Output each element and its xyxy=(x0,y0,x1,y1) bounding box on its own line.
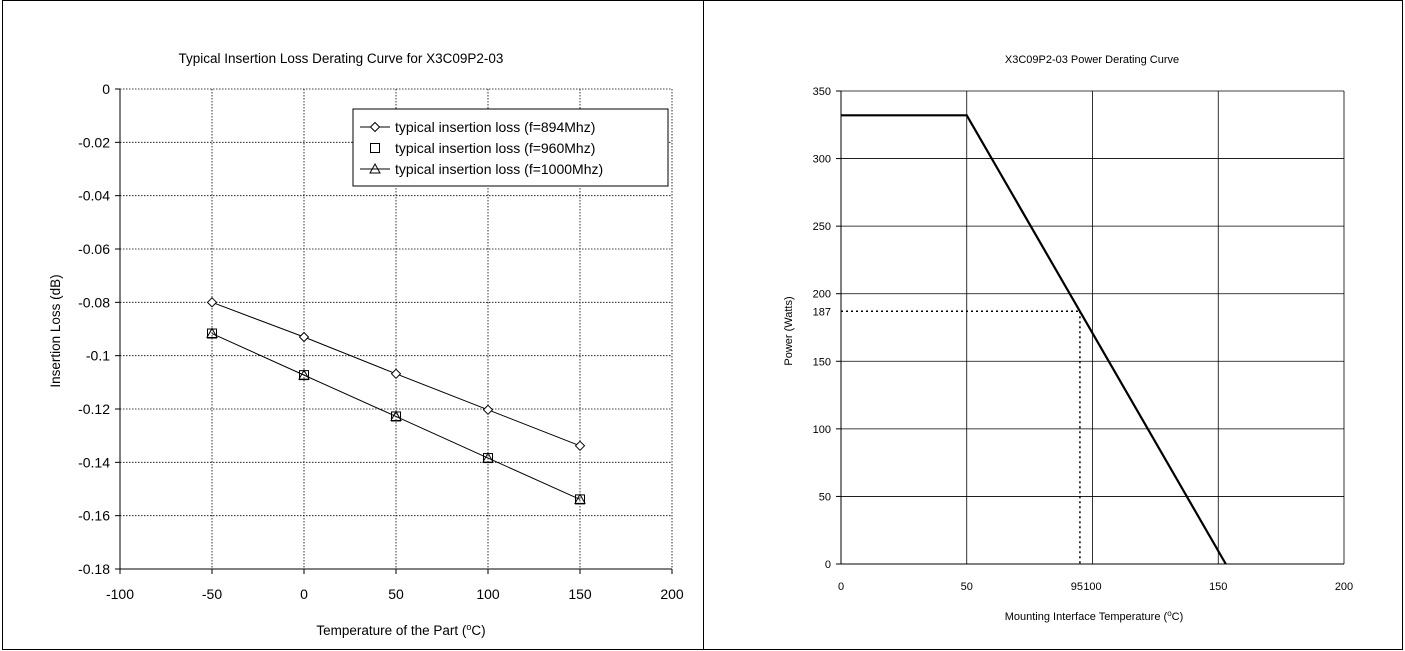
y-tick-label: -0.12 xyxy=(78,401,110,417)
grid xyxy=(841,90,1345,564)
y-tick-label: 0 xyxy=(825,559,831,571)
y-tick-label: -0.18 xyxy=(78,561,110,577)
legend: typical insertion loss (f=894Mhz) typical… xyxy=(352,108,669,187)
x-tick-label: 100 xyxy=(476,586,500,602)
legend-label: typical insertion loss (f=894Mhz) xyxy=(395,119,595,135)
derating-curve xyxy=(841,114,1227,565)
insertion-loss-chart-panel: Typical Insertion Loss Derating Curve fo… xyxy=(2,0,704,650)
y-tick-label: 100 xyxy=(813,424,831,436)
data-point-triangle xyxy=(574,493,586,504)
x-axis-label: Temperature of the Part (oC) xyxy=(316,622,485,638)
y-tick-label: 350 xyxy=(813,86,831,98)
legend-box xyxy=(352,108,669,187)
x-tick-label: 0 xyxy=(838,581,844,593)
x-tick-label: 200 xyxy=(660,586,684,602)
insertion-loss-chart: Typical Insertion Loss Derating Curve fo… xyxy=(48,51,684,638)
tick-labels: -100 -50 0 50 100 150 200 0 -0.02 -0.04 -0.06 -0.08… xyxy=(78,81,684,602)
x-tick-label: 0 xyxy=(300,586,308,602)
axes xyxy=(836,90,1344,565)
y-tick-label: 0 xyxy=(102,81,110,97)
x-axis-label-main: Mounting Interface Temperature ( xyxy=(1005,611,1168,623)
x-tick-label: 50 xyxy=(961,581,973,593)
x-axis-label-tail: C) xyxy=(471,623,485,638)
y-tick-label: -0.14 xyxy=(78,454,110,470)
data-point-triangle xyxy=(390,410,402,421)
x-tick-label: 50 xyxy=(388,586,404,602)
annotation-y-label: 187 xyxy=(813,306,831,318)
data-point-diamond xyxy=(298,331,310,343)
data-point-triangle xyxy=(298,369,310,380)
tick-labels: 0 50 100 150 200 0 50 100 150 200 250 300 350 187 95 xyxy=(813,86,1354,593)
legend-label: typical insertion loss (f=960Mhz) xyxy=(395,140,595,156)
power-derating-chart: X3C09P2-03 Power Derating Curve 0 50 100 15… xyxy=(783,54,1354,624)
x-tick-label: 150 xyxy=(1209,581,1227,593)
x-tick-label: 100 xyxy=(1083,581,1101,593)
x-axis-label: Mounting Interface Temperature (oC) xyxy=(1005,609,1184,624)
y-axis-label: Insertion Loss (dB) xyxy=(48,274,63,387)
axes xyxy=(115,88,673,574)
x-tick-label: 150 xyxy=(568,586,592,602)
y-tick-label: 300 xyxy=(813,154,831,166)
y-tick-label: 200 xyxy=(813,289,831,301)
y-tick-label: -0.16 xyxy=(78,508,110,524)
power-derating-chart-panel: X3C09P2-03 Power Derating Curve 0 50 100 15… xyxy=(703,0,1403,650)
data-point-diamond xyxy=(206,297,218,308)
chart-title: X3C09P2-03 Power Derating Curve xyxy=(1005,54,1179,66)
data-point-diamond xyxy=(574,440,586,452)
x-axis-label-sup: o xyxy=(1167,609,1172,618)
data-point-diamond xyxy=(369,121,381,133)
y-tick-label: -0.04 xyxy=(78,188,110,204)
x-tick-label: -50 xyxy=(202,586,222,602)
annotation-x-label: 95 xyxy=(1071,581,1083,593)
x-axis-label-main: Temperature of the Part ( xyxy=(316,623,467,638)
series-line xyxy=(211,333,581,500)
y-tick-label: -0.08 xyxy=(78,294,110,310)
y-tick-label: -0.02 xyxy=(78,134,110,150)
y-tick-label: -0.1 xyxy=(86,348,110,364)
x-axis-label-tail: C) xyxy=(1172,611,1184,623)
series-layer xyxy=(206,297,586,505)
y-tick-label: 50 xyxy=(819,491,831,503)
chart-title: Typical Insertion Loss Derating Curve fo… xyxy=(179,51,504,66)
data-point-triangle xyxy=(369,162,381,174)
x-tick-label: -100 xyxy=(106,586,134,602)
series-layer xyxy=(841,114,1227,565)
legend-label: typical insertion loss (f=1000Mhz) xyxy=(395,161,603,177)
data-point-triangle xyxy=(206,327,218,339)
y-tick-label: 150 xyxy=(813,356,831,368)
y-axis-label: Power (Watts) xyxy=(783,296,795,365)
x-tick-label: 200 xyxy=(1335,581,1353,593)
data-point-square xyxy=(370,143,380,153)
data-point-diamond xyxy=(482,404,494,416)
y-tick-label: 250 xyxy=(813,221,831,233)
data-point-triangle xyxy=(482,452,494,463)
y-tick-label: -0.06 xyxy=(78,241,110,257)
data-point-diamond xyxy=(390,368,402,380)
x-axis-label-sup: o xyxy=(466,622,471,632)
